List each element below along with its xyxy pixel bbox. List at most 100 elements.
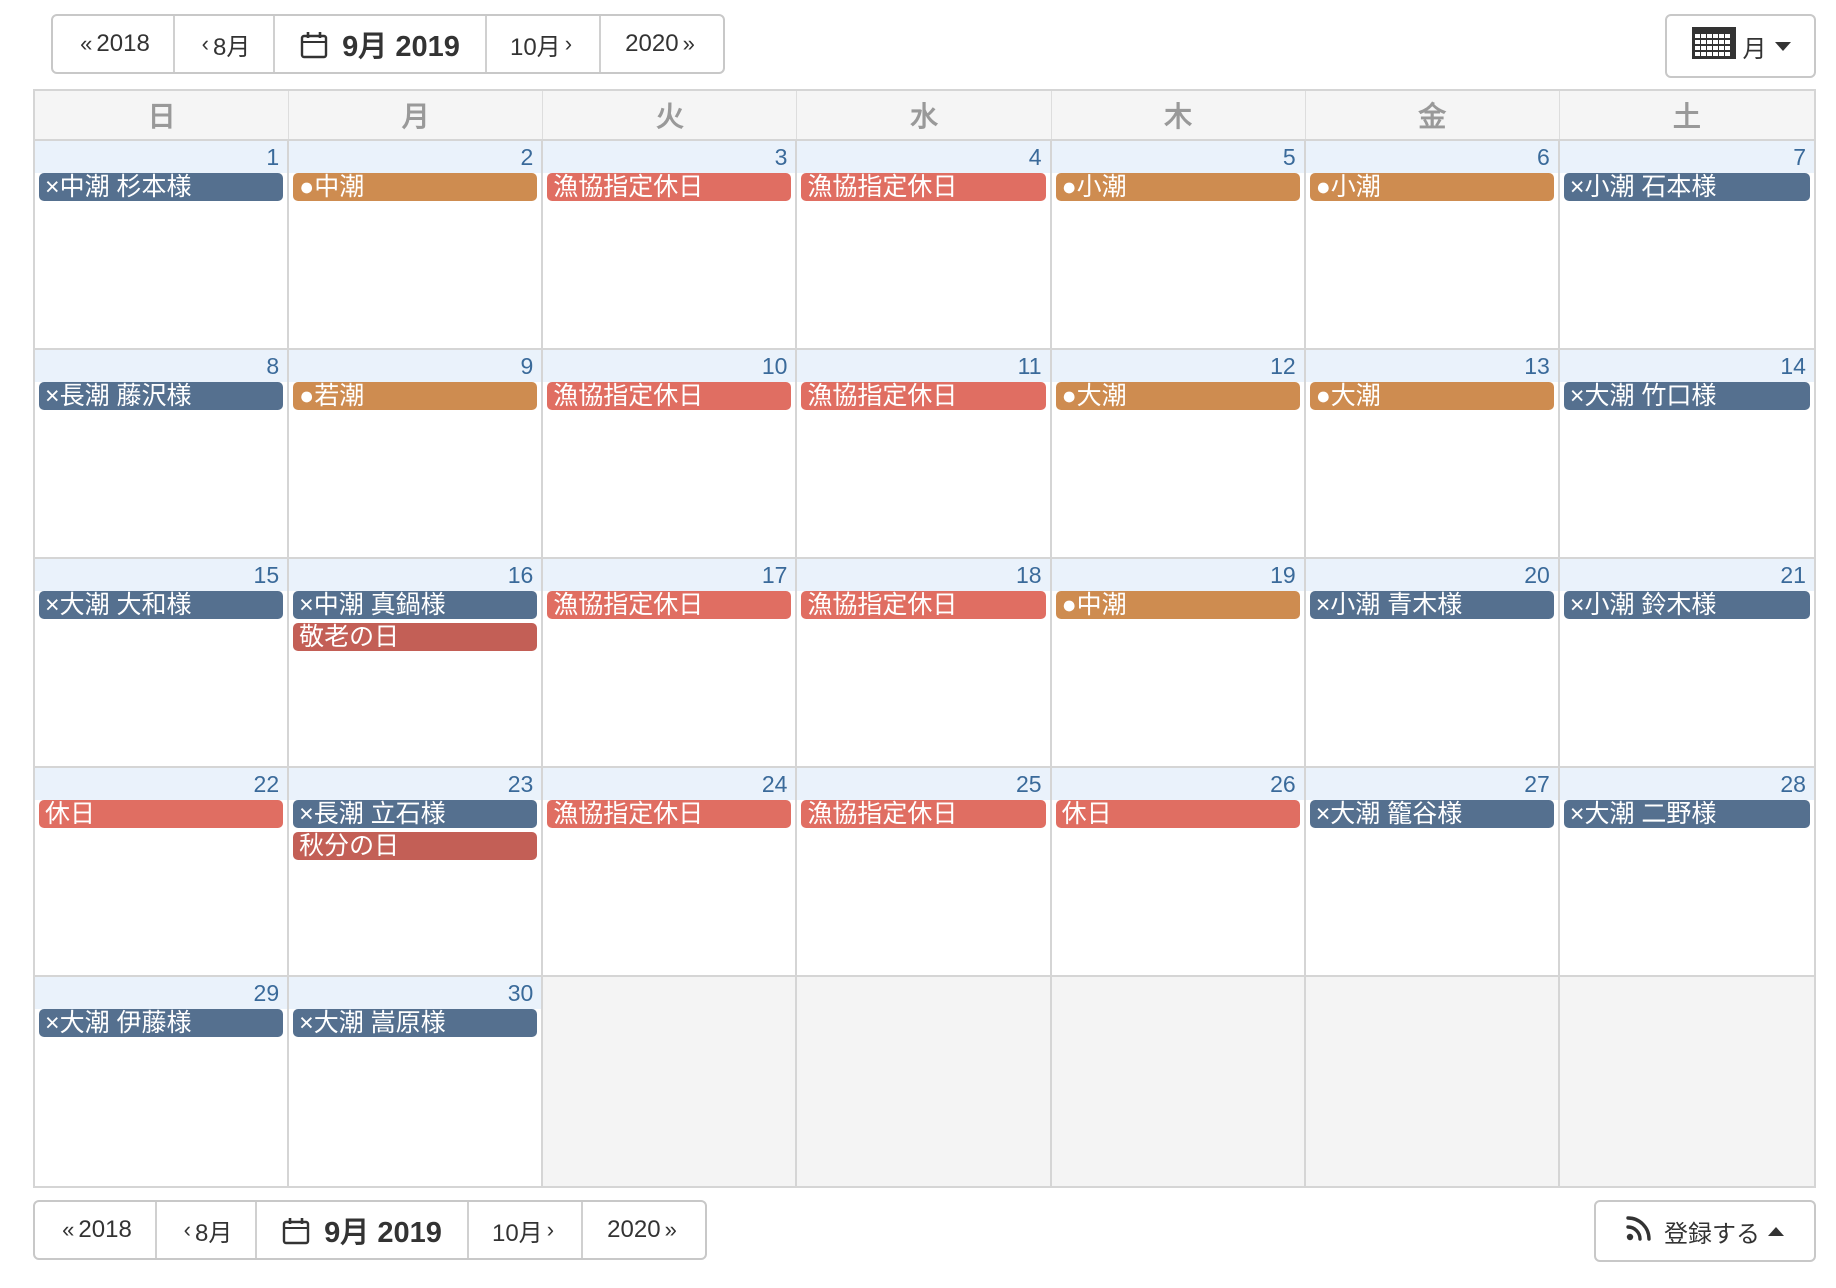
calendar-event[interactable]: 休日 (39, 800, 284, 828)
day-cell[interactable]: 17 漁協指定休日 (543, 559, 798, 766)
calendar-event[interactable]: ×大潮 籠谷様 (1309, 800, 1554, 828)
prev-year-button[interactable]: «2018 (53, 16, 175, 72)
day-events: ●中潮 (1052, 591, 1304, 619)
day-cell[interactable]: 13 ●大潮 (1305, 350, 1560, 557)
calendar-event[interactable]: ×大潮 伊藤様 (39, 1009, 284, 1037)
day-events: ●大潮 (1052, 382, 1304, 410)
day-number: 12 (1051, 350, 1304, 382)
prev-year-label: 2018 (78, 1216, 132, 1243)
day-cell[interactable]: 2 ●中潮 (289, 141, 544, 348)
day-cell[interactable]: 10 漁協指定休日 (543, 350, 798, 557)
day-number (1051, 977, 1304, 1009)
week-row: 15 ×大潮 大和様 16 ×中潮 真鍋様 敬老の日 17 漁協指定休日 18 漁協指定休日 19… (35, 559, 1814, 768)
day-cell[interactable]: 3 漁協指定休日 (543, 141, 798, 348)
next-month-button[interactable]: 10月 › (469, 1202, 583, 1258)
calendar-icon (282, 1217, 310, 1245)
calendar-event[interactable]: ●若潮 (293, 382, 538, 410)
day-cell[interactable]: 7 ×小潮 石本様 (1559, 141, 1814, 348)
week-row: 8 ×長潮 藤沢様 9 ●若潮 10 漁協指定休日 11 漁協指定休日 12 ●大潮 13 ●大潮 14… (35, 350, 1814, 559)
day-cell[interactable]: 5 ●小潮 (1051, 141, 1306, 348)
day-events: 漁協指定休日 (797, 800, 1049, 828)
day-cell[interactable]: 24 漁協指定休日 (543, 768, 798, 975)
next-year-button[interactable]: 2020» (601, 16, 723, 72)
calendar-event[interactable]: ×大潮 嵩原様 (293, 1009, 538, 1037)
calendar-event[interactable]: ×小潮 鈴木様 (1563, 591, 1810, 619)
day-cell[interactable]: 4 漁協指定休日 (797, 141, 1052, 348)
calendar-event[interactable]: ●小潮 (1309, 173, 1554, 201)
calendar-event[interactable]: 漁協指定休日 (547, 173, 792, 201)
calendar-event[interactable]: 漁協指定休日 (547, 382, 792, 410)
next-year-button[interactable]: 2020» (583, 1202, 705, 1258)
calendar-event[interactable]: ●小潮 (1055, 173, 1300, 201)
subscribe-button[interactable]: 登録する (1594, 1200, 1816, 1262)
calendar-event[interactable]: 漁協指定休日 (801, 173, 1046, 201)
prev-month-button[interactable]: ‹ 8月 (175, 16, 275, 72)
current-month-button[interactable]: 9月 2019 (275, 16, 487, 72)
day-number: 8 (35, 350, 288, 382)
day-cell[interactable]: 23 ×長潮 立石様 秋分の日 (289, 768, 544, 975)
day-events: 漁協指定休日 (797, 591, 1049, 619)
calendar-event[interactable]: 漁協指定休日 (547, 591, 792, 619)
day-events: ×小潮 青木様 (1306, 591, 1558, 619)
day-cell[interactable]: 15 ×大潮 大和様 (35, 559, 290, 766)
day-cell[interactable]: 29 ×大潮 伊藤様 (35, 977, 290, 1186)
day-cell[interactable]: 26 休日 (1051, 768, 1306, 975)
day-number: 30 (289, 977, 542, 1009)
view-selector-button[interactable]: 月 (1665, 14, 1816, 78)
calendar-event[interactable]: 漁協指定休日 (801, 800, 1046, 828)
day-cell[interactable]: 14 ×大潮 竹口様 (1559, 350, 1814, 557)
day-number: 25 (797, 768, 1050, 800)
day-number: 24 (543, 768, 796, 800)
day-cell[interactable]: 18 漁協指定休日 (797, 559, 1052, 766)
calendar-event[interactable]: ×中潮 真鍋様 (293, 591, 538, 619)
weekday-label: 日 (35, 91, 290, 139)
day-events: 漁協指定休日 (543, 173, 795, 201)
day-cell[interactable]: 28 ×大潮 二野様 (1559, 768, 1814, 975)
day-cell[interactable]: 20 ×小潮 青木様 (1305, 559, 1560, 766)
day-cell[interactable]: 21 ×小潮 鈴木様 (1559, 559, 1814, 766)
calendar-event[interactable]: 漁協指定休日 (547, 800, 792, 828)
current-month-button[interactable]: 9月 2019 (257, 1202, 469, 1258)
calendar-event[interactable]: ●大潮 (1309, 382, 1554, 410)
day-number: 28 (1559, 768, 1814, 800)
calendar-event[interactable]: 漁協指定休日 (801, 382, 1046, 410)
day-number: 6 (1305, 141, 1558, 173)
day-cell[interactable]: 1 ×中潮 杉本様 (35, 141, 290, 348)
calendar-event[interactable]: ×大潮 二野様 (1563, 800, 1810, 828)
calendar-event[interactable]: ●中潮 (1055, 591, 1300, 619)
calendar-event[interactable]: ×大潮 大和様 (39, 591, 284, 619)
calendar-event[interactable]: ×小潮 石本様 (1563, 173, 1810, 201)
day-cell[interactable]: 30 ×大潮 嵩原様 (289, 977, 544, 1186)
day-cell[interactable]: 9 ●若潮 (289, 350, 544, 557)
view-selector-label: 月 (1742, 35, 1767, 63)
day-cell[interactable]: 22 休日 (35, 768, 290, 975)
day-events: ×大潮 竹口様 (1560, 382, 1814, 410)
calendar-event[interactable]: ●大潮 (1055, 382, 1300, 410)
day-events: 漁協指定休日 (543, 591, 795, 619)
day-cell[interactable]: 27 ×大潮 籠谷様 (1305, 768, 1560, 975)
calendar-event[interactable]: 漁協指定休日 (801, 591, 1046, 619)
empty-day-cell (1559, 977, 1814, 1186)
day-events: 漁協指定休日 (543, 800, 795, 828)
calendar-event[interactable]: ×長潮 立石様 (293, 800, 538, 828)
day-cell[interactable]: 8 ×長潮 藤沢様 (35, 350, 290, 557)
calendar-event[interactable]: 敬老の日 (293, 623, 538, 651)
day-cell[interactable]: 16 ×中潮 真鍋様 敬老の日 (289, 559, 544, 766)
calendar-event[interactable]: ×長潮 藤沢様 (39, 382, 284, 410)
calendar-event[interactable]: ×小潮 青木様 (1309, 591, 1554, 619)
calendar-event[interactable]: ●中潮 (293, 173, 538, 201)
day-cell[interactable]: 19 ●中潮 (1051, 559, 1306, 766)
day-number: 2 (289, 141, 542, 173)
next-month-button[interactable]: 10月 › (487, 16, 601, 72)
day-cell[interactable]: 25 漁協指定休日 (797, 768, 1052, 975)
day-cell[interactable]: 6 ●小潮 (1305, 141, 1560, 348)
day-cell[interactable]: 12 ●大潮 (1051, 350, 1306, 557)
calendar-event[interactable]: ×中潮 杉本様 (39, 173, 284, 201)
prev-year-button[interactable]: «2018 (35, 1202, 157, 1258)
day-cell[interactable]: 11 漁協指定休日 (797, 350, 1052, 557)
calendar-event[interactable]: 休日 (1055, 800, 1300, 828)
calendar-event[interactable]: 秋分の日 (293, 832, 538, 860)
prev-month-button[interactable]: ‹ 8月 (157, 1202, 257, 1258)
day-number: 15 (35, 559, 288, 591)
calendar-event[interactable]: ×大潮 竹口様 (1563, 382, 1810, 410)
